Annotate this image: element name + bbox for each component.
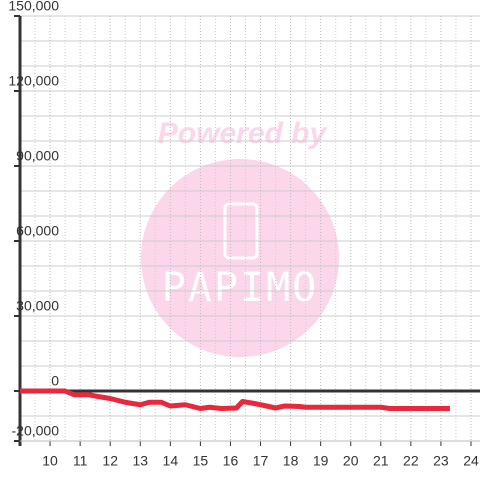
x-tick-label: 13	[132, 453, 148, 469]
y-tick-label: 30,000	[16, 298, 59, 314]
y-tick-label: 90,000	[16, 148, 59, 164]
x-tick-label: 12	[102, 453, 118, 469]
x-tick-label: 20	[343, 453, 359, 469]
y-tick-label: 120,000	[8, 73, 59, 89]
watermark-icon	[223, 202, 259, 260]
y-tick-label: 0	[51, 373, 59, 389]
x-tick-label: 16	[223, 453, 239, 469]
x-tick-label: 11	[73, 453, 88, 469]
x-tick-label: 10	[42, 453, 58, 469]
y-tick-label: 60,000	[16, 223, 59, 239]
x-tick-label: 24	[463, 453, 479, 469]
watermark-logo: PAPIMO	[162, 265, 319, 311]
x-tick-label: 21	[373, 453, 389, 469]
x-tick-label: 19	[313, 453, 329, 469]
x-tick-label: 23	[433, 453, 449, 469]
x-tick-label: 14	[163, 453, 179, 469]
x-tick-label: 18	[283, 453, 299, 469]
x-tick-label: 22	[403, 453, 419, 469]
x-tick-label: 17	[253, 453, 269, 469]
y-tick-label: -20,000	[12, 423, 60, 439]
data-line	[20, 388, 450, 411]
x-tick-label: 15	[193, 453, 209, 469]
watermark-text: Powered by	[158, 117, 328, 150]
y-tick-label: 150,000	[8, 0, 59, 14]
